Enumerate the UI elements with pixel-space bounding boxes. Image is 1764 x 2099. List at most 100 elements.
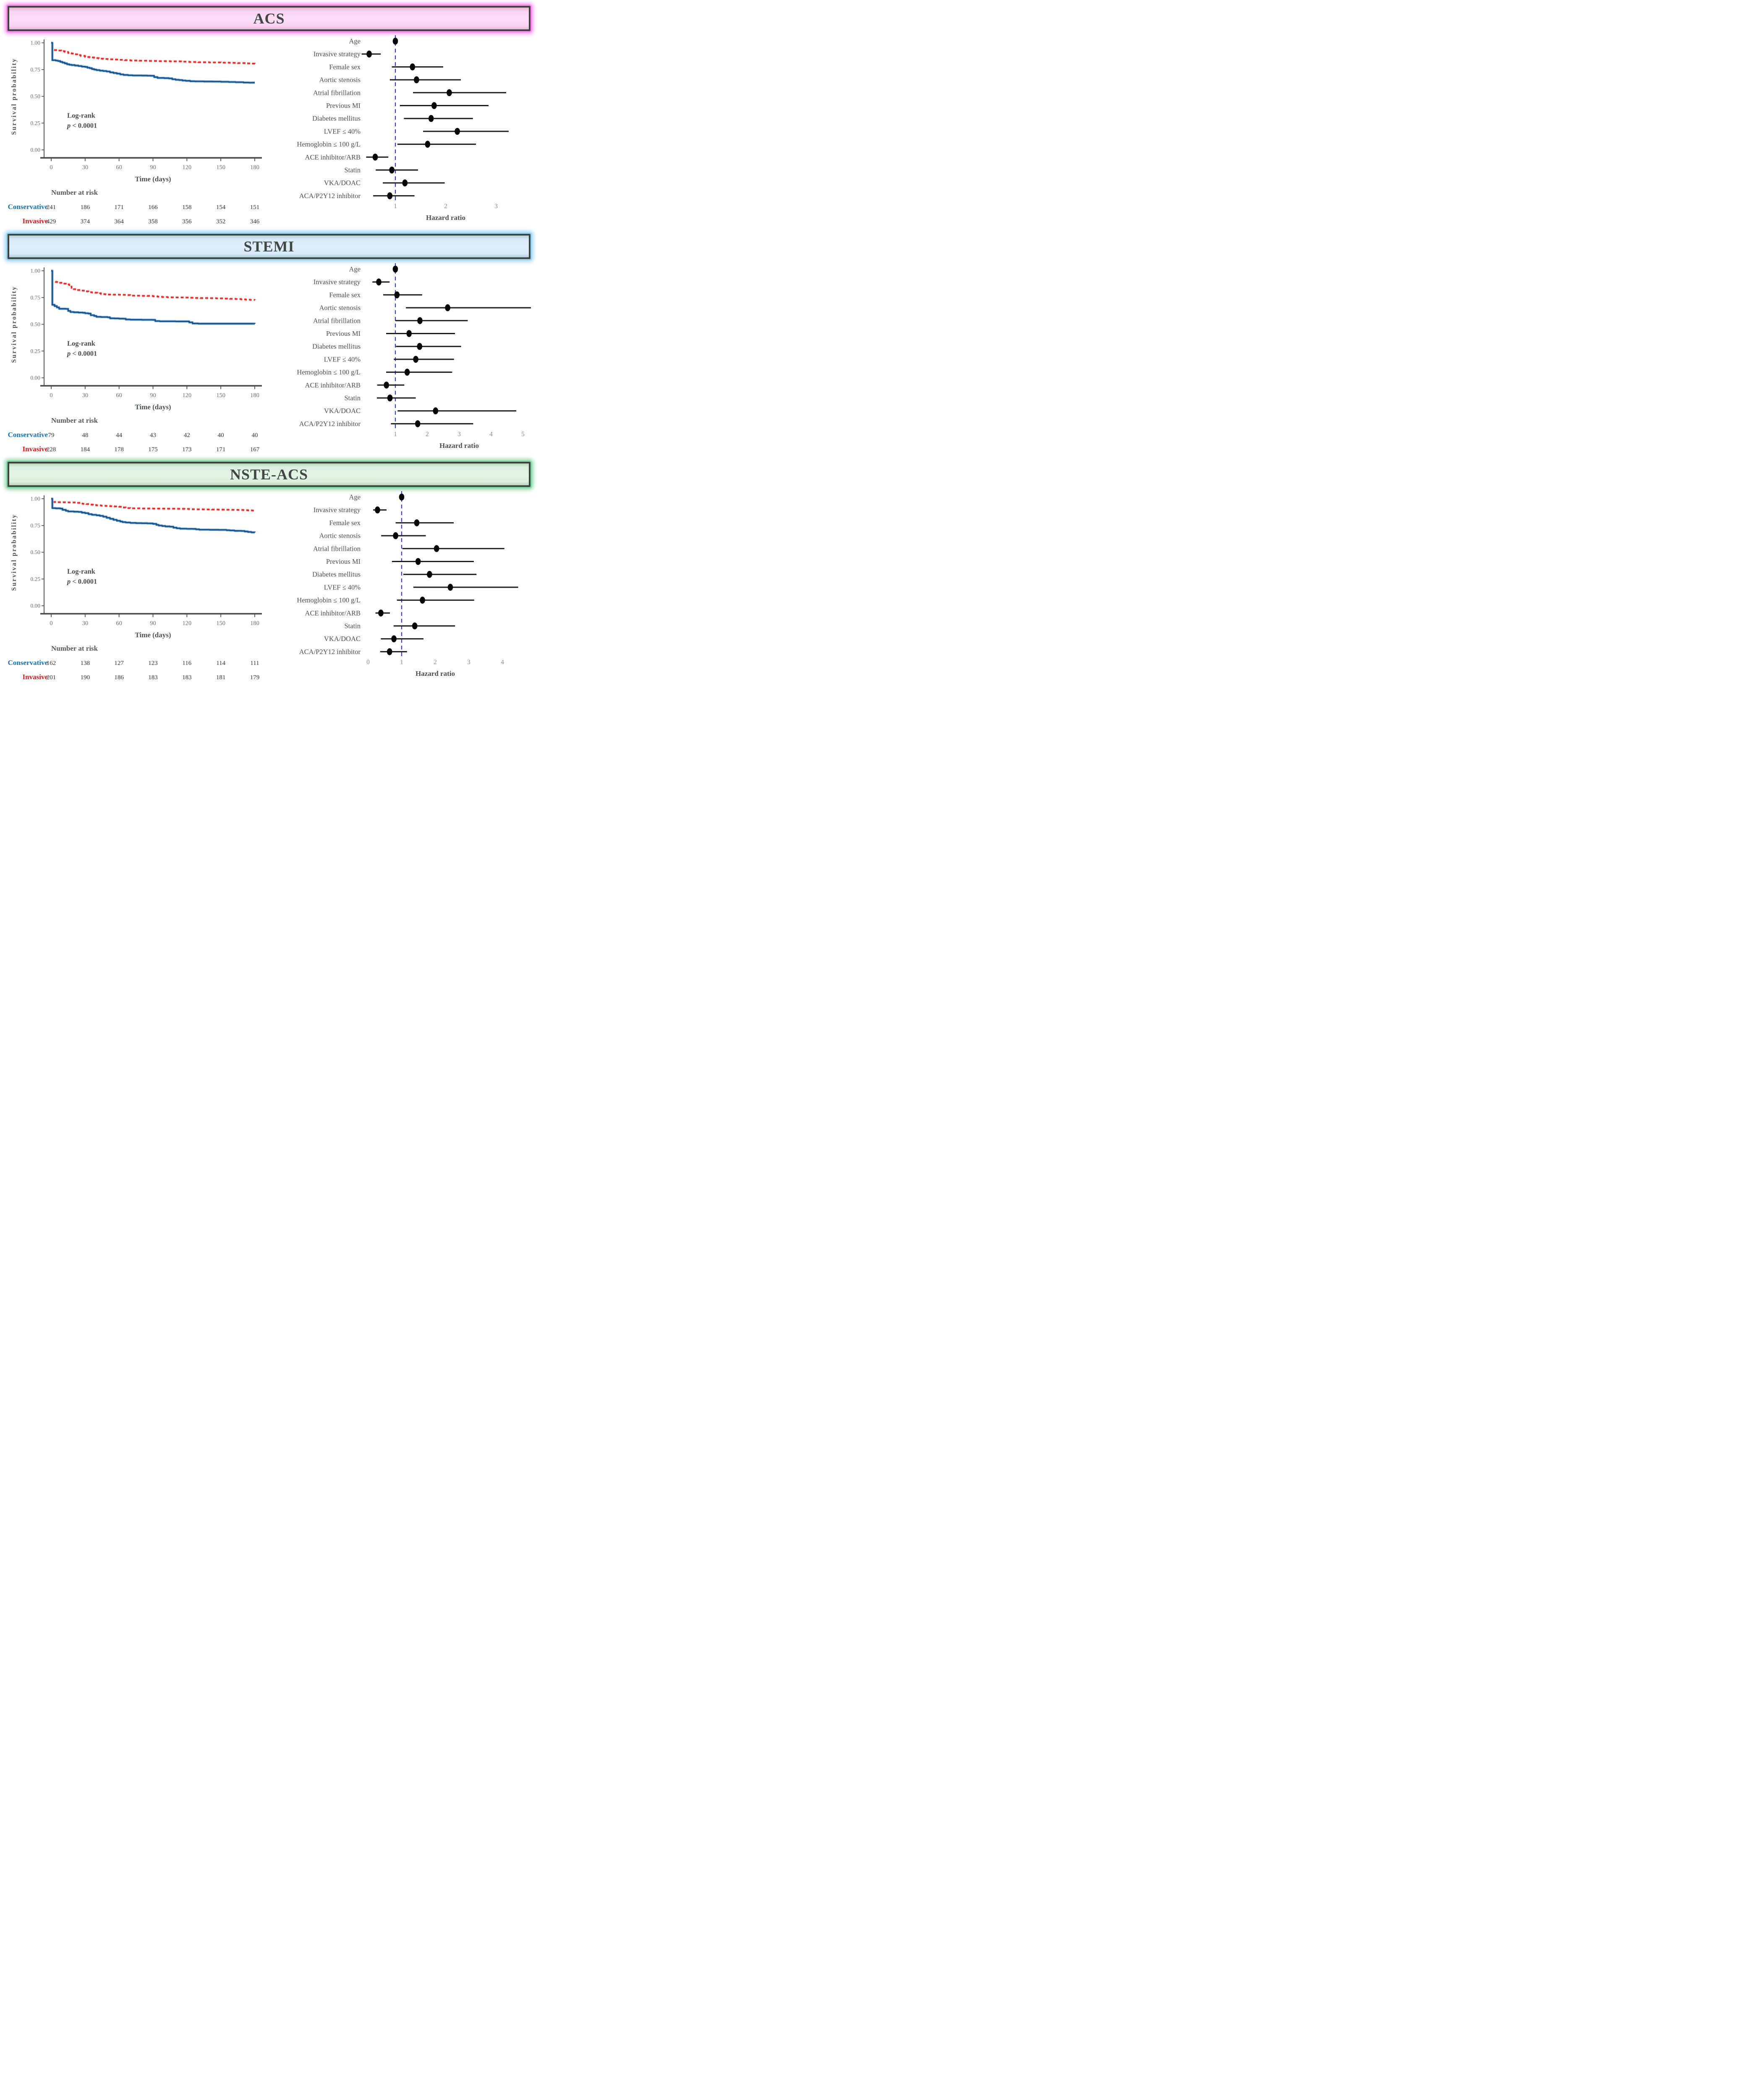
stemi-km-svg: 0.00 0.25 0.50 0.75 1.00 0 30 60 90 120 150 180 Surv… — [8, 267, 262, 453]
forest-row-12: VKA/DOAC — [324, 635, 423, 643]
forest-row-label: Diabetes mellitus — [312, 343, 361, 351]
forest-row-1: Age — [349, 493, 405, 501]
nste-forest-chart: Age Invasive strategy Female sex Aortic ste… — [274, 489, 534, 681]
x-tick-label: 150 — [216, 164, 225, 171]
forest-row-label: Atrial fibrillation — [313, 317, 361, 325]
x-tick-label: 60 — [116, 164, 122, 171]
acs-forest-svg: Age Invasive strategy Female sex Aortic ste… — [297, 35, 509, 222]
y-tick-label: 0.25 — [30, 576, 40, 582]
forest-row-13: ACA/P2Y12 inhibitor — [299, 420, 473, 428]
hr-point — [412, 622, 418, 630]
hr-point — [366, 50, 372, 58]
forest-row-label: ACA/P2Y12 inhibitor — [299, 420, 361, 428]
forest-tick-label: 3 — [457, 431, 461, 438]
x-tick-label: 60 — [116, 620, 122, 627]
forest-tick-label: 4 — [501, 659, 504, 666]
risk-count: 111 — [250, 660, 259, 667]
hr-point — [413, 356, 418, 363]
forest-row-label: ACE inhibitor/ARB — [305, 153, 361, 161]
risk-count: 40 — [218, 432, 224, 439]
y-tick-label: 1.00 — [30, 496, 40, 502]
forest-row-9: Hemoglobin ≤ 100 g/L — [297, 368, 452, 376]
forest-row-3: Female sex — [329, 63, 443, 71]
forest-tick-label: 1 — [394, 431, 397, 438]
forest-axis-title: Hazard ratio — [426, 214, 465, 222]
forest-row-10: ACE inhibitor/ARB — [305, 153, 389, 161]
forest-row-12: VKA/DOAC — [324, 407, 516, 415]
hr-point — [392, 37, 398, 45]
x-tick-label: 150 — [216, 620, 225, 627]
forest-row-9: Hemoglobin ≤ 100 g/L — [297, 596, 474, 604]
hr-point — [402, 179, 408, 187]
risk-count: 154 — [216, 204, 226, 211]
risk-count: 241 — [47, 204, 56, 211]
forest-row-label: ACA/P2Y12 inhibitor — [299, 192, 361, 200]
forest-tick-label: 2 — [426, 431, 429, 438]
hr-point — [391, 635, 397, 642]
acs-km-chart: 0.00 0.25 0.50 0.75 1.00 0 30 60 90 120 150 180 Surv… — [4, 34, 274, 230]
hr-point — [434, 545, 439, 552]
nste-km-chart: 0.00 0.25 0.50 0.75 1.00 0 30 60 90 120 150 180 Surv… — [4, 489, 274, 686]
forest-row-5: Atrial fibrillation — [313, 544, 504, 552]
hr-point — [387, 192, 393, 199]
forest-row-10: ACE inhibitor/ARB — [305, 381, 405, 389]
forest-tick-label: 1 — [400, 659, 403, 666]
risk-count: 181 — [216, 674, 226, 681]
risk-row-label-invasive: Invasive — [23, 445, 48, 453]
acs-km-svg: 0.00 0.25 0.50 0.75 1.00 0 30 60 90 120 150 180 Surv… — [8, 39, 262, 225]
pvalue-label: p < 0.0001 — [66, 350, 97, 358]
forest-row-label: Aortic stenosis — [319, 532, 361, 540]
forest-row-6: Previous MI — [326, 557, 474, 565]
forest-axis-title: Hazard ratio — [416, 670, 455, 678]
risk-count: 201 — [47, 674, 56, 681]
hr-point — [447, 584, 453, 591]
panel-stemi: STEMI 0.00 0.25 0.50 0.75 1.00 0 30 60 90 120 150 1… — [4, 234, 534, 458]
y-axis-title: Survival probability — [10, 58, 18, 135]
hr-point — [378, 610, 384, 617]
forest-row-label: Previous MI — [326, 330, 361, 338]
km-curve-conservative — [51, 497, 256, 534]
hr-point — [445, 304, 450, 311]
y-tick-label: 0.00 — [30, 147, 40, 153]
forest-tick-label: 2 — [434, 659, 437, 666]
forest-row-8: LVEF ≤ 40% — [324, 583, 518, 591]
risk-count: 123 — [148, 660, 158, 667]
panel-stemi-banner: STEMI — [8, 234, 531, 259]
nste-km-svg: 0.00 0.25 0.50 0.75 1.00 0 30 60 90 120 150 180 Surv… — [8, 495, 262, 681]
y-tick-label: 0.50 — [30, 93, 40, 99]
forest-row-label: ACE inhibitor/ARB — [305, 609, 361, 617]
hr-point — [387, 394, 393, 402]
forest-row-label: Female sex — [329, 63, 361, 71]
risk-count: 44 — [116, 432, 123, 439]
logrank-label: Log-rank — [67, 568, 96, 576]
risk-count: 356 — [182, 218, 192, 225]
hr-point — [394, 291, 400, 298]
risk-count: 40 — [252, 432, 258, 439]
x-axis-title: Time (days) — [135, 631, 171, 639]
risk-count: 429 — [47, 218, 56, 225]
forest-row-7: Diabetes mellitus — [312, 571, 477, 578]
forest-row-label: Invasive strategy — [314, 506, 361, 514]
hr-point — [425, 141, 431, 148]
risk-count: 173 — [182, 446, 192, 453]
hr-point — [372, 154, 378, 161]
risk-count: 364 — [114, 218, 124, 225]
forest-row-label: Aortic stenosis — [319, 76, 361, 84]
figure-page: ACS 0.00 0.25 0.50 0.75 1.00 0 30 60 90 120 150 180… — [0, 0, 538, 690]
risk-count: 151 — [250, 204, 260, 211]
forest-row-10: ACE inhibitor/ARB — [305, 609, 390, 617]
panel-acs-banner: ACS — [8, 6, 531, 31]
km-curve-invasive — [51, 497, 256, 512]
x-tick-label: 90 — [150, 392, 156, 399]
hr-point — [387, 648, 392, 655]
x-tick-label: 90 — [150, 620, 156, 627]
forest-tick-label: 3 — [467, 659, 470, 666]
y-tick-label: 1.00 — [30, 268, 40, 274]
km-curve-conservative — [51, 270, 256, 325]
forest-tick-label: 3 — [494, 203, 498, 210]
forest-tick-label: 0 — [366, 659, 370, 666]
forest-row-label: Female sex — [329, 519, 361, 527]
hr-point — [410, 63, 416, 71]
forest-row-11: Statin — [344, 166, 418, 174]
hr-point — [447, 89, 452, 97]
